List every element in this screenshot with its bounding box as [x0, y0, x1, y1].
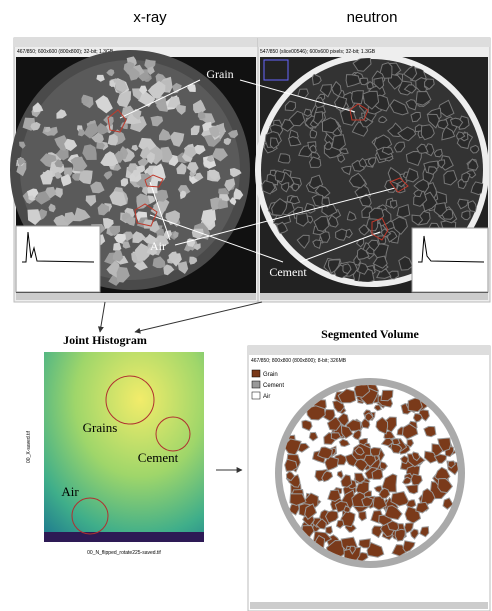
scrollbar: [16, 293, 256, 300]
legend-swatch: [252, 381, 260, 388]
neutron-label: neutron: [347, 9, 398, 26]
grain: [310, 130, 317, 138]
grain: [392, 439, 400, 445]
histogram-plot: [44, 352, 204, 542]
grain: [462, 211, 471, 220]
legend-entry: Cement: [263, 383, 284, 389]
grain: [326, 526, 333, 534]
legend-swatch: [252, 370, 260, 377]
histogram-band: [44, 532, 204, 542]
grain: [370, 448, 380, 457]
legend-entry: Air: [263, 394, 270, 400]
grain: [471, 145, 479, 153]
grain: [352, 91, 364, 104]
grain: [278, 154, 290, 163]
arrow: [135, 302, 262, 332]
x-axis-label: 00_N_flipped_rotate225-saved.tif: [87, 550, 161, 556]
scrollbar: [260, 293, 488, 300]
region-label: Air: [61, 484, 79, 499]
legend-entry: Grain: [263, 372, 278, 378]
window-info: 467/850; 800x800 (800x800); 8-bit; 326MB: [251, 358, 347, 364]
grain: [285, 459, 298, 471]
annotation: Grain: [206, 67, 233, 81]
annotation: Air: [150, 239, 166, 253]
title-bar: [258, 38, 490, 47]
annotation: Cement: [269, 265, 307, 279]
grain: [359, 539, 370, 548]
panel-title: Segmented Volume: [321, 327, 419, 341]
figure: x-ray neutron 467/850; 600x600 (800x800)…: [0, 0, 492, 611]
grain: [304, 109, 311, 116]
region-label: Grains: [83, 420, 118, 435]
xray-label: x-ray: [133, 9, 167, 26]
scrollbar: [250, 602, 488, 609]
panel-title: Joint Histogram: [63, 333, 147, 347]
title-bar: [248, 346, 490, 355]
region-label: Cement: [138, 450, 179, 465]
y-axis-label: 00_X-saved.tif: [26, 430, 32, 463]
grain: [360, 78, 368, 85]
arrow: [100, 302, 105, 332]
legend-swatch: [252, 392, 260, 399]
title-bar: [14, 38, 258, 47]
